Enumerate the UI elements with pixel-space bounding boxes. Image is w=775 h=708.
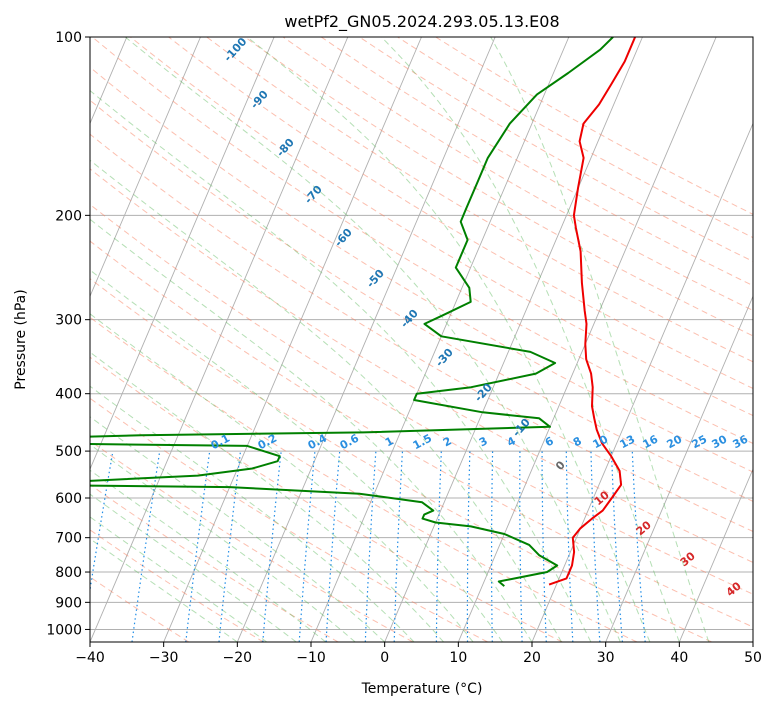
- isotherm-line: [605, 295, 753, 642]
- mixing-ratio-line: [364, 451, 377, 642]
- moist-adiabat-line: [380, 37, 680, 642]
- y-tick-label: 400: [55, 387, 82, 403]
- mixing-ratio-label: 36: [731, 432, 751, 451]
- mixing-ratio-line: [631, 451, 646, 642]
- mixing-ratio-line: [466, 451, 471, 642]
- isotherm-line: [457, 37, 717, 642]
- y-tick-label: 900: [55, 595, 82, 611]
- dry-adiabat-line: [90, 440, 414, 642]
- x-tick-label: 0: [380, 650, 389, 666]
- mixing-ratio-line: [519, 451, 523, 642]
- temperature-profile-line: [548, 37, 637, 586]
- x-axis-label: Temperature (°C): [361, 681, 483, 697]
- x-tick-label: 10: [449, 650, 467, 666]
- mixing-ratio-label: 10: [591, 432, 611, 451]
- mixing-ratio-label: 13: [618, 433, 638, 452]
- dry-adiabat-line: [90, 99, 753, 502]
- dry-adiabat-line: [90, 133, 753, 533]
- y-tick-label: 700: [55, 531, 82, 547]
- x-tick-label: −20: [223, 650, 253, 666]
- isotherm-line: [384, 37, 643, 642]
- isotherm-line: [236, 37, 496, 642]
- mixing-ratio-line: [185, 451, 211, 642]
- mixing-ratio-line: [298, 451, 316, 642]
- dry-adiabat-line: [90, 168, 753, 563]
- moist-adiabat-line: [490, 37, 710, 642]
- mixing-ratio-line: [218, 451, 242, 642]
- moist-adiabat-line: [90, 493, 297, 642]
- moist-adiabat-line: [90, 385, 415, 642]
- chart-title: wetPf2_GN05.2024.293.05.13.E08: [284, 12, 559, 32]
- x-tick-label: 30: [597, 650, 615, 666]
- mixing-ratio-line: [325, 451, 341, 642]
- y-tick-label: 500: [55, 444, 82, 460]
- moist-adiabat-line: [90, 269, 503, 642]
- x-tick-label: −40: [75, 650, 105, 666]
- moist-adiabat-line: [90, 443, 356, 642]
- moist-adiabat-line: [90, 218, 533, 642]
- isotherm-line: [90, 37, 275, 471]
- y-tick-label: 100: [55, 30, 82, 46]
- dry-adiabat-line: [206, 37, 753, 363]
- mixing-ratio-label: 30: [710, 432, 730, 451]
- mixing-ratio-line: [435, 451, 442, 642]
- plot-frame: [89, 36, 754, 643]
- dry-adiabat-line: [130, 37, 753, 417]
- y-axis-label: Pressure (hPa): [13, 289, 29, 389]
- dry-adiabat-line: [90, 316, 638, 642]
- dry-adiabat-line: [90, 483, 339, 642]
- x-tick-label: 20: [523, 650, 541, 666]
- mixing-ratio-line: [590, 451, 601, 642]
- x-tick-label: −10: [296, 650, 326, 666]
- mixing-ratio-line: [565, 451, 574, 642]
- isotherm-line: [90, 37, 349, 642]
- mixing-ratio-line: [393, 451, 404, 642]
- isotherm-line: [531, 122, 753, 642]
- mixing-ratio-label: 25: [690, 433, 710, 452]
- isotherm-line: [90, 37, 201, 298]
- moist-adiabat-line: [90, 313, 474, 642]
- isotherm-line: [678, 467, 753, 642]
- mixing-ratio-line: [610, 451, 623, 642]
- mixing-ratio-label: 16: [641, 432, 661, 451]
- y-tick-label: 800: [55, 565, 82, 581]
- y-tick-label: 600: [55, 491, 82, 507]
- mixing-ratio-line: [262, 451, 282, 642]
- y-axis: 100 200 300 400 500 600 700 800 900 1000: [46, 30, 90, 638]
- y-tick-label: 300: [55, 313, 82, 329]
- dry-adiabat-line: [90, 356, 563, 642]
- background-lines: [90, 37, 753, 642]
- dry-adiabat-line: [168, 37, 753, 389]
- dewpoint-profile-line: [90, 37, 614, 587]
- mixing-ratio-line: [490, 451, 494, 642]
- dry-adiabat-line: [90, 203, 753, 595]
- moist-adiabat-line: [90, 89, 592, 642]
- dry-adiabat-line: [91, 37, 753, 445]
- x-tick-label: 50: [744, 650, 762, 666]
- moist-adiabat-line: [246, 37, 651, 642]
- moist-adiabat-line: [90, 538, 238, 642]
- profile-lines: [90, 37, 637, 587]
- isotherm-line: [163, 37, 422, 642]
- dry-adiabat-line: [90, 66, 753, 473]
- mixing-ratio-label: 20: [665, 432, 685, 451]
- x-tick-label: 40: [670, 650, 688, 666]
- mixing-ratio-line: [541, 451, 547, 642]
- x-tick-label: −30: [149, 650, 179, 666]
- moist-adiabat-line: [90, 516, 268, 642]
- y-tick-label: 1000: [46, 622, 82, 638]
- x-axis: −40 −30 −20 −10 0 10 20 30 40 50: [75, 642, 762, 666]
- mixing-ratio-line: [131, 451, 161, 642]
- moist-adiabat-line: [90, 351, 444, 642]
- y-tick-label: 200: [55, 208, 82, 224]
